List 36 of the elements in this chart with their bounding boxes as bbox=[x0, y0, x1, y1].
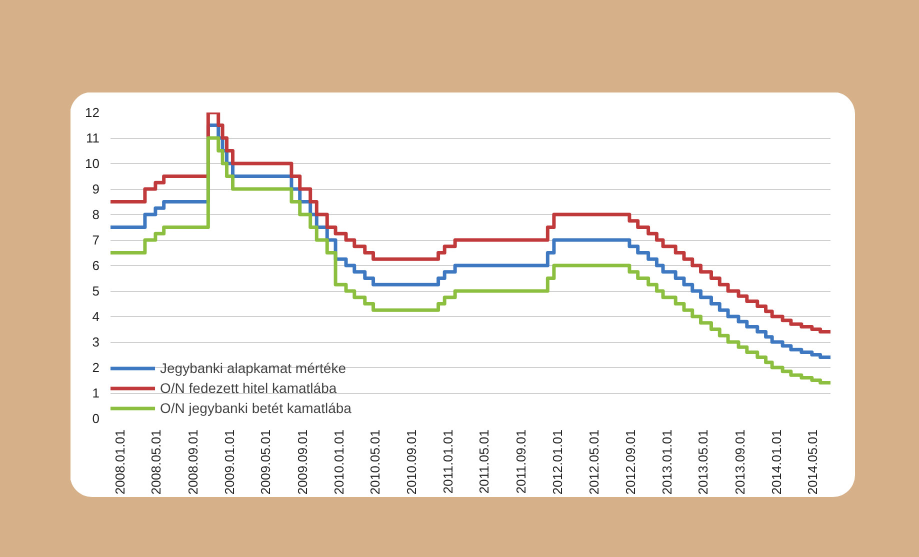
x-tick-label: 2014.05.01 bbox=[805, 429, 820, 495]
legend-label: Jegybanki alapkamat mértéke bbox=[160, 360, 346, 376]
x-tick-label: 2009.05.01 bbox=[258, 429, 273, 495]
x-tick-label: 2009.01.01 bbox=[222, 429, 237, 495]
x-tick-label: 2011.01.01 bbox=[440, 429, 456, 494]
legend-label: O/N fedezett hitel kamatlába bbox=[160, 380, 337, 396]
y-tick-label: 12 bbox=[85, 105, 100, 120]
y-tick-label: 6 bbox=[92, 258, 100, 273]
y-tick-label: 0 bbox=[92, 411, 100, 426]
x-tick-label: 2010.09.01 bbox=[404, 429, 420, 495]
y-tick-label: 9 bbox=[92, 182, 100, 196]
y-tick-label: 4 bbox=[92, 309, 100, 324]
y-tick-label: 11 bbox=[86, 130, 100, 146]
x-tick-label: 2012.09.01 bbox=[623, 429, 638, 495]
y-tick-label: 2 bbox=[92, 360, 100, 375]
y-tick-label: 3 bbox=[92, 334, 100, 350]
y-tick-label: 1 bbox=[92, 386, 100, 400]
x-tick-label: 2013.05.01 bbox=[696, 429, 711, 495]
x-tick-label: 2012.01.01 bbox=[550, 429, 566, 495]
y-tick-label: 8 bbox=[92, 207, 100, 222]
legend-label: O/N jegybanki betét kamatlába bbox=[160, 400, 352, 416]
x-tick-label: 2012.05.01 bbox=[586, 429, 602, 495]
x-tick-label: 2008.01.01 bbox=[112, 429, 128, 495]
y-tick-label: 10 bbox=[85, 156, 100, 171]
x-tick-label: 2009.09.01 bbox=[294, 429, 310, 495]
x-tick-label: 2008.05.01 bbox=[148, 429, 164, 495]
x-tick-label: 2013.09.01 bbox=[732, 429, 748, 495]
y-tick-label: 5 bbox=[92, 284, 100, 298]
x-tick-label: 2011.05.01 bbox=[476, 429, 492, 494]
x-tick-label: 2010.05.01 bbox=[367, 429, 382, 495]
x-tick-label: 2010.01.01 bbox=[331, 429, 346, 495]
x-tick-label: 2014.01.01 bbox=[769, 429, 784, 495]
x-tick-label: 2008.09.01 bbox=[185, 429, 200, 495]
y-tick-label: 7 bbox=[92, 232, 100, 248]
x-tick-label: 2011.09.01 bbox=[513, 429, 528, 494]
x-tick-label: 2013.01.01 bbox=[660, 429, 675, 495]
